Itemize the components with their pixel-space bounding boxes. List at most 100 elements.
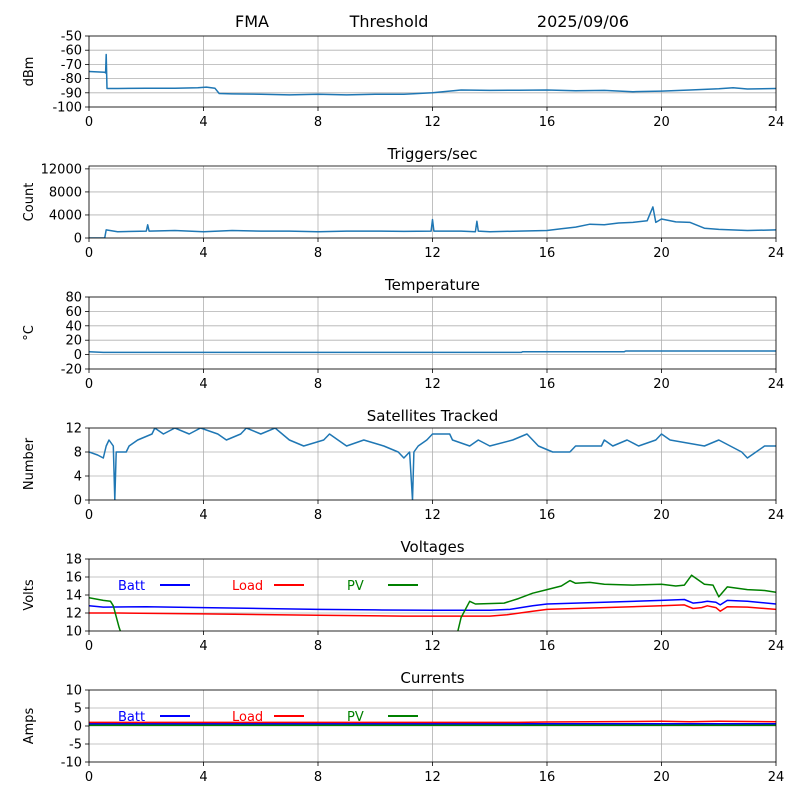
chart-panel-voltages: 0 4 8 12 16 20 24 10 12 14 16 18 Voltages Volts Batt Lo… (22, 538, 784, 654)
x-tick-label: 24 (768, 115, 785, 130)
x-tick-label: 8 (314, 508, 322, 523)
x-tick-label: 12 (424, 115, 441, 130)
x-tick-label: 0 (85, 246, 93, 261)
x-tick-label: 12 (424, 377, 441, 392)
y-axis-label: Amps (22, 707, 37, 744)
x-tick-label: 16 (539, 770, 556, 785)
x-tick-label: 4 (199, 770, 207, 785)
y-tick-label: 40 (65, 319, 82, 334)
y-tick-label: -60 (61, 44, 82, 59)
x-tick-label: 0 (85, 639, 93, 654)
y-tick-label: 60 (65, 305, 82, 320)
series-line-0 (89, 350, 776, 354)
legend-label: Load (232, 579, 263, 594)
y-tick-label: 4 (74, 470, 82, 485)
y-tick-label: 20 (65, 334, 82, 349)
y-tick-label: -5 (69, 738, 82, 753)
chart-title: Currents (400, 669, 464, 687)
x-tick-label: 8 (314, 639, 322, 654)
y-tick-label: 10 (65, 625, 82, 640)
y-tick-label: 10 (65, 684, 82, 699)
series-line-0 (89, 428, 776, 500)
x-tick-label: 0 (85, 115, 93, 130)
x-tick-label: 20 (653, 115, 670, 130)
y-axis-label: dBm (22, 57, 37, 87)
y-tick-label: 8 (74, 446, 82, 461)
y-tick-label: 12000 (41, 162, 82, 177)
x-tick-label: 8 (314, 377, 322, 392)
x-tick-label: 16 (539, 115, 556, 130)
header-date: 2025/09/06 (537, 12, 629, 31)
x-tick-label: 4 (199, 115, 207, 130)
chart-title: Voltages (400, 538, 464, 556)
x-tick-label: 20 (653, 770, 670, 785)
x-tick-label: 20 (653, 246, 670, 261)
x-tick-label: 24 (768, 246, 785, 261)
x-tick-label: 16 (539, 508, 556, 523)
x-tick-label: 12 (424, 508, 441, 523)
header-mode: Threshold (349, 12, 429, 31)
chart-panel-triggers: 0 4 8 12 16 20 24 0 4000 8000 12000 Triggers/sec Cou… (22, 145, 784, 261)
y-tick-label: 14 (65, 589, 82, 604)
y-tick-label: 8000 (49, 185, 82, 200)
x-tick-label: 16 (539, 639, 556, 654)
x-tick-label: 12 (424, 639, 441, 654)
x-tick-label: 4 (199, 246, 207, 261)
series-line-0 (89, 206, 776, 238)
x-tick-label: 0 (85, 377, 93, 392)
series-line-pv (89, 574, 776, 631)
x-tick-label: 0 (85, 508, 93, 523)
y-tick-label: 12 (65, 607, 82, 622)
chart-panel-currents: 0 4 8 12 16 20 24 -10 -5 0 5 10 Currents Amps Batt Load… (22, 669, 784, 785)
y-tick-label: 0 (74, 720, 82, 735)
x-tick-label: 20 (653, 639, 670, 654)
x-tick-label: 24 (768, 377, 785, 392)
y-tick-label: 0 (74, 232, 82, 247)
legend-label: PV (347, 710, 364, 725)
x-tick-label: 8 (314, 770, 322, 785)
x-tick-label: 20 (653, 377, 670, 392)
x-tick-label: 20 (653, 508, 670, 523)
x-tick-label: 24 (768, 508, 785, 523)
y-tick-label: -10 (61, 756, 82, 771)
y-tick-label: 0 (74, 348, 82, 363)
chart-title: Triggers/sec (387, 145, 478, 163)
x-tick-label: 12 (424, 246, 441, 261)
legend-label: PV (347, 579, 364, 594)
series-line-0 (89, 53, 776, 96)
x-tick-label: 12 (424, 770, 441, 785)
x-tick-label: 16 (539, 246, 556, 261)
y-tick-label: 12 (65, 422, 82, 437)
header-site: FMA (235, 12, 269, 31)
y-tick-label: -20 (61, 363, 82, 378)
y-tick-label: -80 (61, 72, 82, 87)
x-tick-label: 0 (85, 770, 93, 785)
x-tick-label: 24 (768, 639, 785, 654)
x-tick-label: 4 (199, 377, 207, 392)
series-line-batt (89, 598, 776, 612)
chart-title: Temperature (384, 276, 480, 294)
y-tick-label: 18 (65, 553, 82, 568)
y-tick-label: 5 (74, 702, 82, 717)
y-axis-label: Number (22, 437, 37, 490)
series-line-load (89, 604, 776, 617)
series-line-load (89, 720, 776, 724)
x-tick-label: 4 (199, 639, 207, 654)
y-tick-label: 80 (65, 291, 82, 306)
chart-panel-satellites: 0 4 8 12 16 20 24 0 4 8 12 Satellites Tracked Number (22, 407, 784, 523)
x-tick-label: 24 (768, 770, 785, 785)
y-tick-label: 16 (65, 571, 82, 586)
x-tick-label: 8 (314, 246, 322, 261)
legend-label: Batt (118, 710, 145, 725)
y-axis-label: °C (22, 325, 37, 341)
y-axis-label: Count (22, 183, 37, 222)
chart-title: Satellites Tracked (367, 407, 498, 425)
y-tick-label: 4000 (49, 208, 82, 223)
y-tick-label: -90 (61, 86, 82, 101)
y-tick-label: -70 (61, 58, 82, 73)
legend-label: Batt (118, 579, 145, 594)
x-tick-label: 16 (539, 377, 556, 392)
